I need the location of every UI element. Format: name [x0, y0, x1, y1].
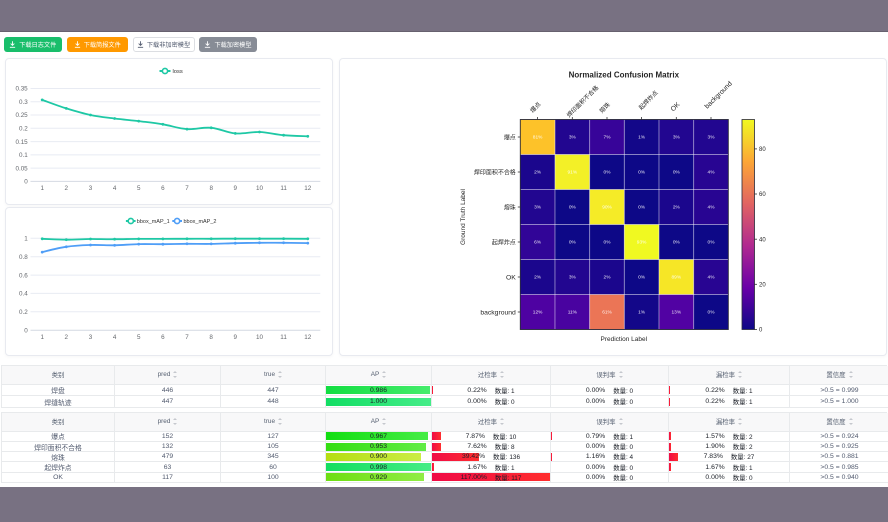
svg-text:0.4: 0.4 — [18, 291, 27, 298]
svg-text:40: 40 — [759, 237, 766, 243]
svg-text:焊印面积不合格: 焊印面积不合格 — [474, 168, 516, 176]
svg-text:7: 7 — [185, 334, 189, 341]
svg-text:12%: 12% — [533, 309, 543, 315]
svg-text:0%: 0% — [708, 239, 716, 245]
svg-text:2%: 2% — [534, 169, 542, 175]
svg-text:93%: 93% — [637, 239, 647, 245]
svg-text:81%: 81% — [533, 134, 543, 140]
svg-text:11: 11 — [280, 334, 287, 341]
svg-text:4%: 4% — [708, 274, 716, 280]
svg-text:0%: 0% — [638, 274, 646, 280]
svg-text:10: 10 — [255, 334, 262, 341]
svg-text:0.2: 0.2 — [18, 309, 27, 316]
svg-text:0: 0 — [759, 327, 763, 333]
svg-text:起焊炸点: 起焊炸点 — [637, 88, 660, 111]
svg-text:0%: 0% — [673, 169, 681, 175]
svg-text:2: 2 — [64, 334, 68, 341]
svg-text:90%: 90% — [602, 204, 612, 210]
svg-text:1: 1 — [40, 184, 44, 191]
svg-text:8: 8 — [209, 184, 213, 191]
svg-text:0.35: 0.35 — [15, 85, 28, 92]
svg-text:3%: 3% — [534, 204, 542, 210]
svg-text:Normalized Confusion Matrix: Normalized Confusion Matrix — [569, 70, 680, 79]
svg-text:0.15: 0.15 — [15, 138, 28, 145]
svg-text:bbox_mAP_1: bbox_mAP_1 — [136, 219, 169, 225]
svg-text:0%: 0% — [604, 239, 612, 245]
svg-text:0%: 0% — [638, 169, 646, 175]
svg-text:0%: 0% — [569, 239, 577, 245]
svg-text:0.25: 0.25 — [15, 112, 28, 119]
svg-text:0%: 0% — [673, 239, 681, 245]
svg-text:3: 3 — [88, 184, 92, 191]
svg-text:1%: 1% — [638, 309, 646, 315]
svg-text:3: 3 — [88, 334, 92, 341]
svg-text:Ground Truth Label: Ground Truth Label — [460, 189, 467, 245]
svg-text:12: 12 — [304, 184, 311, 191]
svg-text:0%: 0% — [569, 204, 577, 210]
svg-text:13%: 13% — [672, 309, 682, 315]
svg-text:0: 0 — [24, 328, 28, 335]
svg-text:background: background — [704, 80, 734, 110]
svg-text:background: background — [481, 309, 517, 316]
svg-text:11: 11 — [280, 184, 287, 191]
svg-text:4%: 4% — [708, 204, 716, 210]
svg-text:4%: 4% — [708, 169, 716, 175]
svg-text:0.6: 0.6 — [18, 273, 27, 280]
svg-text:2%: 2% — [673, 204, 681, 210]
svg-text:5: 5 — [136, 184, 140, 191]
svg-text:0.05: 0.05 — [15, 165, 28, 172]
svg-text:5: 5 — [136, 334, 140, 341]
svg-text:9: 9 — [233, 184, 237, 191]
svg-text:2%: 2% — [534, 274, 542, 280]
svg-text:2%: 2% — [604, 274, 612, 280]
svg-text:10: 10 — [255, 184, 262, 191]
svg-text:loss: loss — [172, 69, 182, 75]
svg-text:6%: 6% — [534, 239, 542, 245]
svg-text:9: 9 — [233, 334, 237, 341]
svg-text:11%: 11% — [568, 309, 578, 315]
svg-text:1: 1 — [40, 334, 44, 341]
svg-text:爆点: 爆点 — [504, 133, 516, 141]
svg-text:7: 7 — [185, 184, 189, 191]
svg-text:4: 4 — [112, 334, 116, 341]
svg-text:6: 6 — [161, 334, 165, 341]
svg-text:3%: 3% — [708, 134, 716, 140]
svg-text:61%: 61% — [602, 309, 612, 315]
svg-text:爆点: 爆点 — [529, 100, 543, 114]
svg-text:1%: 1% — [638, 134, 646, 140]
svg-text:熔珠: 熔珠 — [598, 100, 612, 114]
svg-text:焊印面积不合格: 焊印面积不合格 — [565, 83, 600, 118]
svg-text:4: 4 — [112, 184, 116, 191]
svg-text:0: 0 — [24, 178, 28, 185]
svg-text:0%: 0% — [604, 169, 612, 175]
svg-text:0.2: 0.2 — [18, 125, 27, 132]
svg-text:熔珠: 熔珠 — [504, 203, 516, 211]
svg-text:OK: OK — [506, 274, 516, 281]
svg-text:0%: 0% — [638, 204, 646, 210]
svg-text:OK: OK — [670, 100, 682, 112]
svg-text:起焊炸点: 起焊炸点 — [492, 238, 516, 246]
svg-text:20: 20 — [759, 282, 766, 288]
svg-text:60: 60 — [759, 192, 766, 198]
svg-text:2: 2 — [64, 184, 68, 191]
svg-text:0%: 0% — [708, 309, 716, 315]
svg-text:8: 8 — [209, 334, 213, 341]
svg-text:Prediction Label: Prediction Label — [601, 335, 648, 342]
svg-text:0.1: 0.1 — [18, 152, 27, 159]
svg-text:3%: 3% — [569, 274, 577, 280]
svg-text:12: 12 — [304, 334, 311, 341]
svg-text:7%: 7% — [604, 134, 612, 140]
svg-text:3%: 3% — [673, 134, 681, 140]
svg-text:0.3: 0.3 — [18, 99, 27, 106]
svg-text:91%: 91% — [568, 169, 578, 175]
svg-text:6: 6 — [161, 184, 165, 191]
svg-text:0.8: 0.8 — [18, 254, 27, 261]
svg-text:bbox_mAP_2: bbox_mAP_2 — [183, 219, 216, 225]
svg-text:89%: 89% — [672, 274, 682, 280]
svg-text:3%: 3% — [569, 134, 577, 140]
svg-text:1: 1 — [24, 236, 28, 243]
svg-text:80: 80 — [759, 147, 766, 153]
